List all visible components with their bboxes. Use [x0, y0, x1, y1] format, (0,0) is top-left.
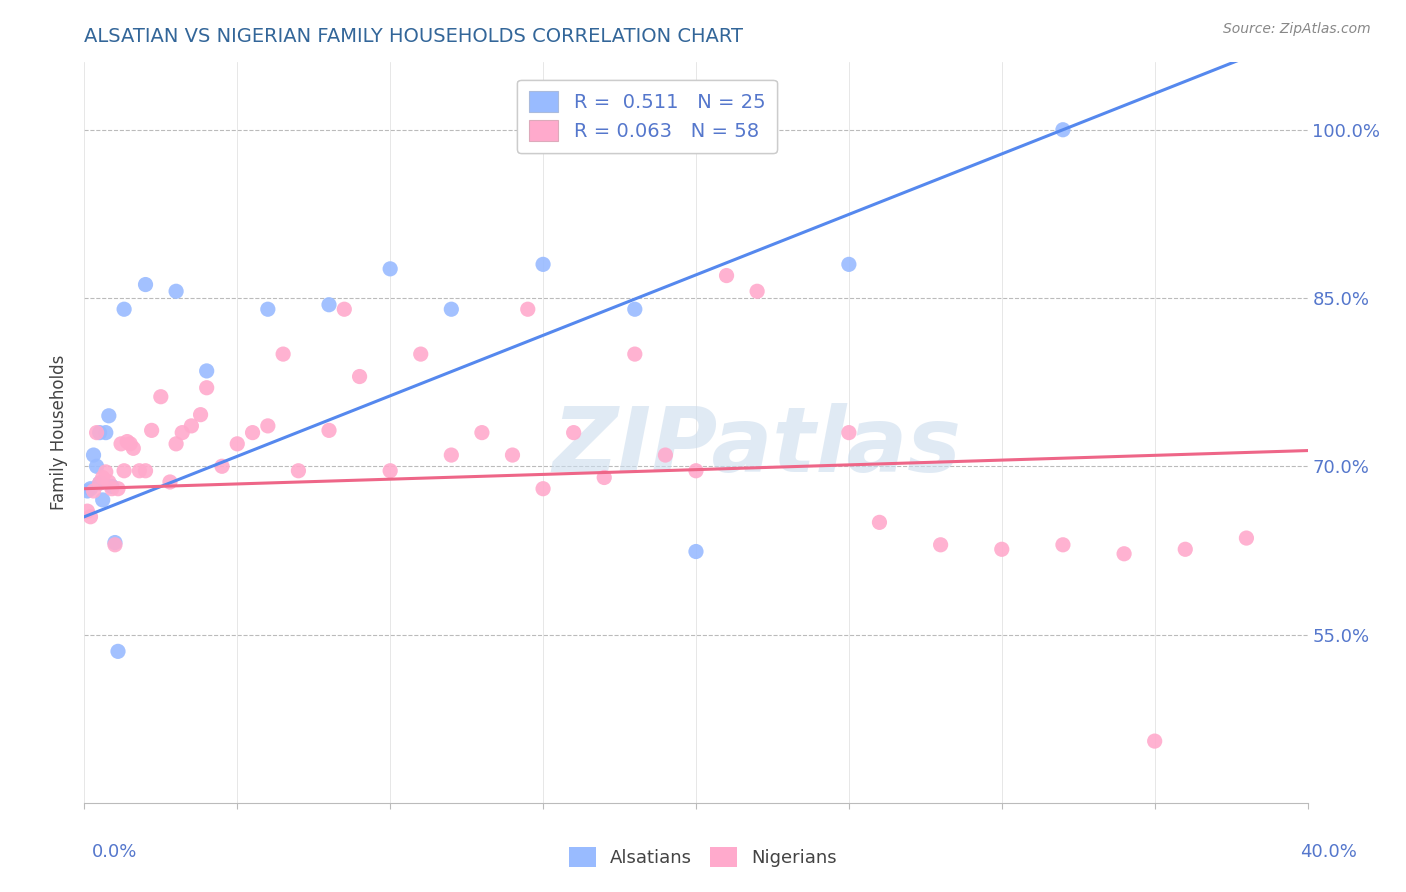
Point: [654, 448, 676, 462]
Point: [440, 302, 463, 317]
Point: [94, 465, 117, 479]
Point: [287, 464, 309, 478]
Point: [159, 475, 181, 489]
Point: [1236, 531, 1258, 545]
Point: [226, 437, 249, 451]
Point: [97, 475, 120, 489]
Point: [195, 364, 218, 378]
Point: [318, 298, 340, 312]
Point: [531, 482, 554, 496]
Point: [112, 302, 135, 317]
Point: [380, 464, 402, 478]
Point: [115, 434, 138, 449]
Point: [380, 261, 402, 276]
Point: [180, 418, 202, 433]
Point: [91, 492, 114, 507]
Point: [318, 423, 340, 437]
Point: [79, 509, 101, 524]
Point: [79, 482, 101, 496]
Point: [562, 425, 585, 440]
Point: [195, 381, 218, 395]
Point: [838, 425, 860, 440]
Point: [190, 408, 212, 422]
Point: [149, 390, 172, 404]
Point: [94, 425, 117, 440]
Point: [101, 479, 124, 493]
Point: [1143, 734, 1166, 748]
Point: [89, 425, 111, 440]
Text: ZIPatlas: ZIPatlas: [553, 403, 962, 491]
Text: 0.0%: 0.0%: [91, 843, 136, 861]
Y-axis label: Family Households: Family Households: [51, 355, 69, 510]
Point: [1114, 547, 1136, 561]
Point: [141, 423, 163, 437]
Point: [104, 538, 127, 552]
Text: 40.0%: 40.0%: [1301, 843, 1357, 861]
Point: [257, 302, 280, 317]
Point: [165, 285, 187, 299]
Point: [128, 464, 150, 478]
Point: [531, 257, 554, 271]
Point: [516, 302, 538, 317]
Point: [685, 544, 707, 558]
Point: [211, 459, 233, 474]
Point: [101, 482, 124, 496]
Point: [135, 464, 157, 478]
Point: [83, 483, 105, 498]
Point: [165, 437, 187, 451]
Point: [440, 448, 463, 462]
Point: [89, 476, 111, 491]
Point: [333, 302, 356, 317]
Point: [502, 448, 524, 462]
Point: [747, 285, 769, 299]
Point: [172, 425, 194, 440]
Point: [242, 425, 264, 440]
Point: [122, 442, 145, 456]
Point: [104, 535, 127, 549]
Legend: Alsatians, Nigerians: Alsatians, Nigerians: [561, 839, 845, 874]
Text: ALSATIAN VS NIGERIAN FAMILY HOUSEHOLDS CORRELATION CHART: ALSATIAN VS NIGERIAN FAMILY HOUSEHOLDS C…: [84, 27, 744, 45]
Point: [76, 504, 98, 518]
Point: [929, 538, 952, 552]
Point: [624, 302, 647, 317]
Point: [107, 644, 129, 658]
Point: [89, 476, 111, 491]
Point: [624, 347, 647, 361]
Point: [135, 277, 157, 292]
Legend: R =  0.511   N = 25, R = 0.063   N = 58: R = 0.511 N = 25, R = 0.063 N = 58: [517, 79, 778, 153]
Point: [86, 459, 108, 474]
Point: [838, 257, 860, 271]
Point: [107, 482, 129, 496]
Point: [869, 516, 891, 530]
Point: [120, 437, 142, 451]
Point: [112, 464, 135, 478]
Point: [97, 409, 120, 423]
Point: [83, 448, 105, 462]
Point: [76, 483, 98, 498]
Point: [1052, 122, 1074, 136]
Point: [593, 470, 616, 484]
Point: [86, 425, 108, 440]
Point: [91, 470, 114, 484]
Point: [716, 268, 738, 283]
Point: [991, 542, 1014, 557]
Point: [1174, 542, 1197, 557]
Point: [257, 418, 280, 433]
Text: Source: ZipAtlas.com: Source: ZipAtlas.com: [1223, 22, 1371, 37]
Point: [110, 437, 132, 451]
Point: [271, 347, 294, 361]
Point: [685, 464, 707, 478]
Point: [471, 425, 494, 440]
Point: [349, 369, 371, 384]
Point: [409, 347, 432, 361]
Point: [1052, 538, 1074, 552]
